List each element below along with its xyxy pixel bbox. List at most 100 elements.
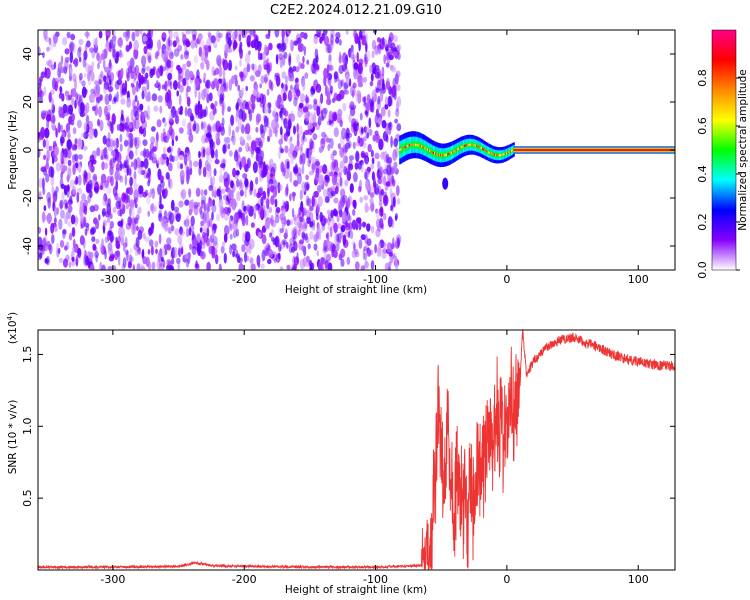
heatmap-cell [449, 152, 452, 155]
heatmap-cell [357, 62, 363, 75]
heatmap-cell [47, 197, 51, 209]
heatmap-cell [239, 136, 244, 142]
heatmap-cell [388, 32, 394, 42]
heatmap-cell [341, 211, 348, 223]
heatmap-cell [211, 188, 214, 198]
heatmap-cell [105, 75, 111, 82]
heatmap-cell [114, 138, 118, 150]
heatmap-cell [44, 110, 48, 116]
x-tick-label: -100 [363, 273, 388, 286]
heatmap-cell [257, 50, 261, 61]
spectrogram-x-label: Height of straight line (km) [285, 284, 427, 296]
heatmap-cell [500, 154, 502, 157]
heatmap-cell [436, 153, 438, 156]
heatmap-cell [38, 87, 43, 98]
heatmap-cell [260, 75, 265, 84]
heatmap-cell [250, 93, 256, 104]
heatmap-cell [222, 241, 226, 248]
heatmap-cell [74, 153, 79, 162]
heatmap-cell [243, 205, 247, 212]
heatmap-cell [370, 225, 375, 234]
heatmap-cell [279, 103, 285, 111]
heatmap-cell [129, 176, 134, 187]
heatmap-cell [60, 172, 64, 179]
heatmap-cell [328, 54, 332, 62]
heatmap-cell [63, 185, 68, 196]
heatmap-cell [168, 146, 172, 153]
heatmap-cell [137, 168, 143, 175]
heatmap-cell [452, 151, 454, 154]
heatmap-cell [179, 110, 183, 116]
heatmap-cell [76, 192, 80, 203]
heatmap-cell [158, 233, 162, 245]
heatmap-cell [377, 117, 383, 125]
heatmap-cell [207, 31, 211, 38]
heatmap-cell [199, 227, 203, 233]
heatmap-cell [166, 147, 172, 153]
heatmap-cell [478, 145, 480, 148]
heatmap-cell [299, 154, 303, 165]
heatmap-cell [290, 113, 296, 122]
heatmap-cell [195, 187, 201, 197]
heatmap-cell [299, 189, 303, 201]
heatmap-cell [442, 154, 444, 157]
heatmap-cell [351, 250, 357, 259]
heatmap-cell [299, 258, 305, 270]
heatmap-cell [53, 61, 57, 70]
heatmap-cell [325, 233, 329, 239]
heatmap-cell [51, 185, 55, 194]
x-tick-label: 100 [628, 573, 649, 586]
heatmap-cell [130, 71, 135, 80]
heatmap-cell [204, 87, 210, 95]
heatmap-cell [155, 68, 161, 79]
heatmap-cell [387, 109, 391, 118]
colorbar-gradient [711, 29, 737, 271]
heatmap-cell [329, 171, 334, 177]
heatmap-cell [340, 248, 346, 258]
snr-series [38, 330, 675, 570]
heatmap-cell [221, 117, 225, 126]
heatmap-cell [45, 255, 50, 266]
heatmap-cell [148, 227, 153, 237]
heatmap-cell [104, 249, 107, 260]
heatmap-cell [414, 143, 417, 146]
heatmap-cell [377, 241, 382, 254]
heatmap-cell [262, 190, 267, 200]
heatmap-cell [297, 173, 302, 185]
heatmap-cell [179, 242, 183, 249]
heatmap-cell [194, 87, 197, 98]
heatmap-cell [242, 67, 248, 79]
heatmap-cell [362, 136, 367, 142]
heatmap-cell [159, 194, 162, 204]
heatmap-cell [146, 43, 151, 50]
heatmap-cell [353, 171, 358, 183]
heatmap-cell [162, 32, 167, 38]
heatmap-cell [246, 255, 250, 262]
heatmap-cell [127, 216, 132, 227]
heatmap-cell [377, 160, 381, 171]
heatmap-cell [218, 175, 224, 183]
heatmap-cell [510, 149, 513, 152]
heatmap-cell [54, 145, 59, 156]
heatmap-cell [239, 179, 243, 189]
heatmap-cell [242, 30, 247, 38]
heatmap-cell [106, 186, 112, 195]
heatmap-cell [225, 32, 229, 44]
heatmap-cell [51, 114, 56, 124]
heatmap-cell [305, 147, 309, 159]
heatmap-cell [342, 102, 347, 112]
heatmap-cell [387, 95, 392, 107]
heatmap-cell [162, 153, 168, 160]
heatmap-cell [336, 215, 340, 223]
heatmap-cell [218, 185, 222, 196]
heatmap-cell [497, 154, 500, 157]
heatmap-cell [253, 188, 257, 198]
heatmap-cell [133, 70, 138, 81]
heatmap-cell [255, 153, 259, 162]
heatmap-cell [358, 34, 364, 40]
heatmap-cell [355, 141, 362, 147]
heatmap-cell [170, 61, 174, 67]
heatmap-cell [268, 126, 272, 138]
heatmap-cell [385, 181, 391, 187]
heatmap-cell [70, 119, 75, 126]
